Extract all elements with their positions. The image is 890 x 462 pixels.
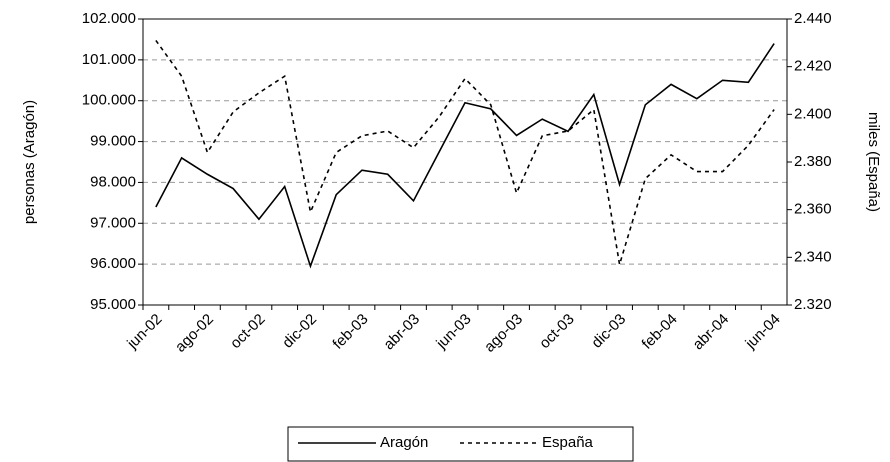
x-tick-label: ago-03: [481, 311, 526, 356]
x-tick-label: dic-03: [588, 311, 629, 352]
y2-tick-label: 2.340: [794, 248, 832, 265]
y-tick-label: 100.000: [82, 92, 136, 109]
x-tick-label: oct-03: [536, 311, 578, 353]
x-tick-label: ago-02: [172, 311, 217, 356]
y-tick-label: 101.000: [82, 51, 136, 68]
x-tick-label: feb-04: [639, 311, 681, 353]
x-tick-label: jun-02: [123, 311, 165, 353]
series-line: [155, 39, 775, 265]
legend-box: [287, 426, 634, 462]
y-tick-label: 97.000: [90, 214, 136, 231]
y-tick-label: 96.000: [90, 255, 136, 272]
x-tick-label: dic-02: [279, 311, 320, 352]
series-line: [155, 43, 775, 269]
y2-tick-label: 2.320: [794, 296, 832, 313]
y-tick-label: 98.000: [90, 173, 136, 190]
x-tick-label: oct-02: [227, 311, 269, 353]
y2-tick-label: 2.440: [794, 10, 832, 27]
y2-tick-label: 2.360: [794, 201, 832, 218]
y2-axis-title: miles (España): [865, 112, 882, 212]
x-tick-label: abr-03: [380, 311, 423, 354]
y-tick-label: 102.000: [82, 10, 136, 27]
y-axis-title: personas (Aragón): [21, 100, 38, 224]
y-tick-label: 95.000: [90, 296, 136, 313]
x-tick-label: jun-03: [432, 311, 474, 353]
x-tick-label: feb-03: [329, 311, 371, 353]
plot-frame: [142, 18, 788, 306]
y2-tick-label: 2.420: [794, 58, 832, 75]
y-tick-label: 99.000: [90, 133, 136, 150]
x-tick-label: abr-04: [690, 311, 733, 354]
y2-tick-label: 2.400: [794, 105, 832, 122]
y2-tick-label: 2.380: [794, 153, 832, 170]
x-tick-label: jun-04: [742, 311, 784, 353]
legend-label: Aragón: [380, 434, 428, 451]
legend-label: España: [542, 434, 594, 451]
